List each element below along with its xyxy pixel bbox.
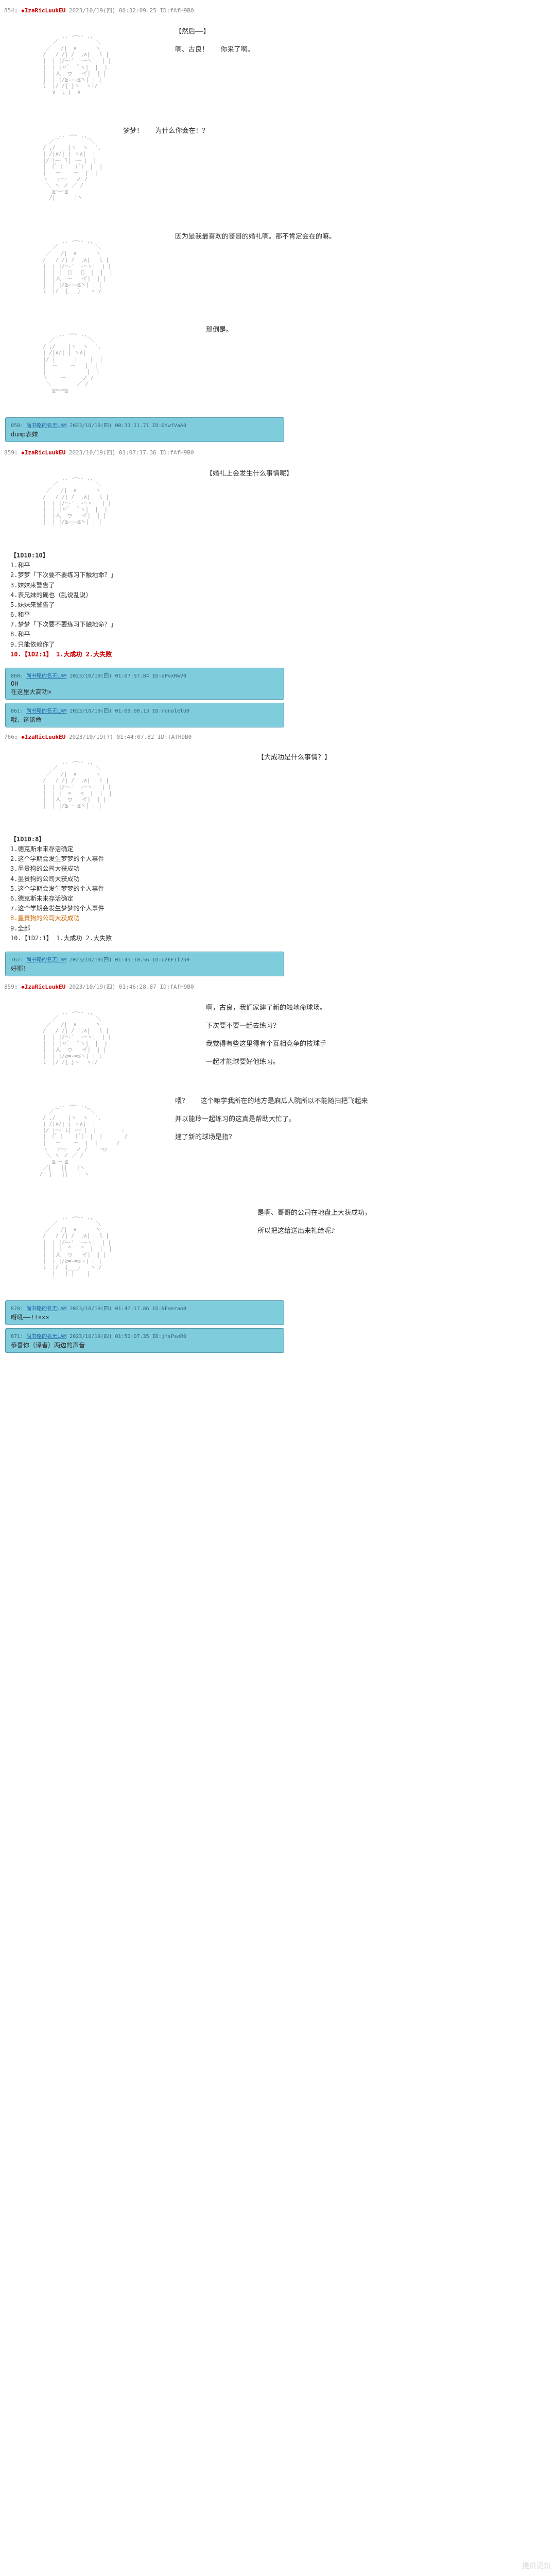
dice-option: 5.这个学期会发生梦梦的个人事件 <box>10 884 546 894</box>
scene: _,. -─- .,_ ／ ＼ / ,/ |ヽ ヽ ', | /|∧/| | ヽ… <box>0 1086 556 1198</box>
comment-body: 好耶！ <box>11 964 279 973</box>
dice-option: 5.妹妹来警告了 <box>10 600 546 610</box>
scene: ,. -─‐- ., ／ ＼ ／ /| ∧ ヽ / / /| / ',∧| l … <box>0 222 556 315</box>
comment-meta: 860: 尚书略的名无LAM 2023/10/19(四) 01:07:57.84… <box>11 671 279 679</box>
comment-body: OH 在这里大高功× <box>11 680 279 696</box>
watermark: 提供更新 <box>522 2561 551 2571</box>
dice-option: 9.全部 <box>10 924 546 934</box>
post-id: ID:fAfH9B0 <box>160 984 194 990</box>
post-num: 854 <box>4 7 14 14</box>
comment-name-link[interactable]: 尚书略的名无LAM <box>26 1306 66 1312</box>
post-num: 859 <box>4 984 14 990</box>
dice-option: 6.和平 <box>10 610 546 620</box>
comment-name-link[interactable]: 尚书略的名无LAM <box>26 1334 66 1340</box>
dice-option: 9.只能依赖你了 <box>10 640 546 650</box>
dice-option: 1.德克斯未来存活确定 <box>10 844 546 854</box>
dice-option: 4.墨贵狗的公司大获成功 <box>10 874 546 884</box>
dice-roll: 【1D10:8】 1.德克斯未来存活确定 2.这个学期会发生梦梦的个人事件 3.… <box>0 829 556 948</box>
post-header: 859: ◆IzaRicLuukEU 2023/10/19(四) 01:07:1… <box>0 446 556 459</box>
dice-option: 10.【1D2:1】 1.大成功 2.大失败 <box>10 934 546 943</box>
scene: ,. -─‐- ., ／ ＼ ／ /| ∧ ヽ / / /| / ',∧| l … <box>0 459 556 546</box>
post-name: ◆IzaRicLuukEU <box>21 449 65 456</box>
dice-roll: 【1D10:10】 1.和平 2.梦梦「下次要不要练习下触地命？」 3.妹妹来警… <box>0 546 556 665</box>
comment-meta: 861: 尚书略的名无LAM 2023/10/19(四) 01:09:08.13… <box>11 706 279 714</box>
ascii-art: _,. -─- .,_ ／ ＼ / ,/ |ヽ ヽ ', | /|∧/| | ヽ… <box>0 320 123 399</box>
scene: ,. -─‐- ., ／ ＼ ／ /| ∧ ヽ / / /| / ',∧| l … <box>0 1198 556 1297</box>
comment-body: 呀吼——!!××× <box>11 1313 279 1321</box>
post-id: ID:fAfH9B0 <box>158 734 192 740</box>
scene: ,. -─‐- ., ／ ＼ ／ /| ∧ ヽ / / /| / ',∧| l … <box>0 742 556 829</box>
dice-option: 2.梦梦「下次要不要练习下触地命？」 <box>10 570 546 580</box>
dice-option: 2.这个学期会发生梦梦的个人事件 <box>10 854 546 864</box>
dice-option: 7.这个学期会发生梦梦的个人事件 <box>10 904 546 913</box>
scene: _,. -─- .,_ ／ ＼ / ,/ |ヽ ヽ ', | /|∧/| | ヽ… <box>0 315 556 414</box>
comment-meta: 767: 尚书略的名无LAM 2023/10/19(四) 01:45:10.56… <box>11 955 279 963</box>
dice-title: 【1D10:10】 <box>10 551 546 561</box>
ascii-art: ,. -─‐- ., ／ ＼ ／ /| ∧ ヽ / / /| / ',∧| l … <box>0 22 132 100</box>
post-header: 854: ◆IzaRicLuukEU 2023/10/19(四) 00:32:0… <box>0 4 556 16</box>
comment-meta: 870: 尚书略的名无LAM 2023/10/19(四) 01:47:17.86… <box>11 1304 279 1312</box>
dice-option: 8.和平 <box>10 630 546 639</box>
ascii-art: _,. -─- .,_ ／ ＼ / ,/ |ヽ ヽ ', | /|∧/| | ヽ… <box>0 121 123 206</box>
post-num: 859 <box>4 449 14 456</box>
scene: _,. -─- .,_ ／ ＼ / ,/ |ヽ ヽ ', | /|∧/| | ヽ… <box>0 116 556 222</box>
comment-box: 858: 尚书略的名无LAM 2023/10/19(四) 00:33:11.71… <box>5 417 284 442</box>
ascii-art: _,. -─- .,_ ／ ＼ / ,/ |ヽ ヽ ', | /|∧/| | ヽ… <box>0 1091 148 1182</box>
post-name: ◆IzaRicLuukEU <box>21 984 65 990</box>
dice-option: 3.妹妹来警告了 <box>10 581 546 590</box>
dice-result: 8.墨贵狗的公司大获成功 <box>10 913 546 923</box>
comment-meta: 871: 尚书略的名无LAM 2023/10/19(四) 01:50:07.35… <box>11 1332 279 1340</box>
post-name: ◆IzaRicLuukEU <box>21 7 65 14</box>
comment-box: 870: 尚书略的名无LAM 2023/10/19(四) 01:47:17.86… <box>5 1300 284 1325</box>
post-date: 2023/10/19(?) 01:44:07.82 <box>69 734 154 740</box>
dice-title: 【1D10:8】 <box>10 835 546 844</box>
ascii-art: ,. -─‐- ., ／ ＼ ／ /| ∧ ヽ / / /| / ',∧| l … <box>0 748 133 814</box>
comment-body: dump表妹 <box>11 430 279 438</box>
dice-option: 4.表兄妹的确也（乱说乱说） <box>10 590 546 600</box>
ascii-art: ,. -─‐- ., ／ ＼ ／ /| ∧ ヽ / / /| / ',∧| l … <box>0 464 132 530</box>
post-header: 859: ◆IzaRicLuukEU 2023/10/19(四) 01:46:2… <box>0 980 556 993</box>
post-num: 766 <box>4 734 14 740</box>
dice-option: 7.梦梦「下次要不要练习下触地命？」 <box>10 620 546 630</box>
dice-option: 1.和平 <box>10 561 546 570</box>
post-date: 2023/10/19(四) 00:32:09.25 <box>69 7 157 14</box>
comment-body: 恭喜你（译者）两边的声音 <box>11 1341 279 1349</box>
scene: ,. -─‐- ., ／ ＼ ／ /| ∧ ヽ / / /| / ',∧| l … <box>0 16 556 116</box>
ascii-art: ,. -─‐- ., ／ ＼ ／ /| ∧ ヽ / / /| / ',∧| l … <box>0 1203 133 1282</box>
comment-box: 860: 尚书略的名无LAM 2023/10/19(四) 01:07:57.84… <box>5 668 284 700</box>
dice-option: 6.德克斯未来存活确定 <box>10 894 546 904</box>
comment-box: 767: 尚书略的名无LAM 2023/10/19(四) 01:45:10.56… <box>5 952 284 976</box>
dice-option: 3.墨贵狗的公司大获成功 <box>10 864 546 874</box>
comment-name-link[interactable]: 尚书略的名无LAM <box>26 708 66 714</box>
post-header: 766: ◆IzaRicLuukEU 2023/10/19(?) 01:44:0… <box>0 732 556 742</box>
post-date: 2023/10/19(四) 01:07:17.36 <box>69 449 157 456</box>
comment-box: 871: 尚书略的名无LAM 2023/10/19(四) 01:50:07.35… <box>5 1328 284 1353</box>
comment-meta: 858: 尚书略的名无LAM 2023/10/19(四) 00:33:11.71… <box>11 421 279 429</box>
post-id: ID:fAfH9B0 <box>160 449 194 456</box>
dice-result: 10.【1D2:1】 1.大成功 2.大失败 <box>10 650 546 659</box>
ascii-art: ,. -─‐- ., ／ ＼ ／ /| ∧ ヽ / / /| / ',∧| l … <box>0 227 133 299</box>
scene: ,. -─‐- ., ／ ＼ ／ /| ∧ ヽ / / /| / ',∧| l … <box>0 993 556 1086</box>
comment-name-link[interactable]: 尚书略的名无LAM <box>26 957 66 963</box>
comment-body: 哦、这该命 <box>11 715 279 724</box>
comment-box: 861: 尚书略的名无LAM 2023/10/19(四) 01:09:08.13… <box>5 703 284 727</box>
post-date: 2023/10/19(四) 01:46:28.87 <box>69 984 157 990</box>
comment-name-link[interactable]: 尚书略的名无LAM <box>26 423 66 429</box>
post-id: ID:fAfH9B0 <box>160 7 194 14</box>
ascii-art: ,. -─‐- ., ／ ＼ ／ /| ∧ ヽ / / /| / ',∧| l … <box>0 998 132 1071</box>
post-name: ◆IzaRicLuukEU <box>21 734 65 740</box>
comment-name-link[interactable]: 尚书略的名无LAM <box>26 673 66 679</box>
